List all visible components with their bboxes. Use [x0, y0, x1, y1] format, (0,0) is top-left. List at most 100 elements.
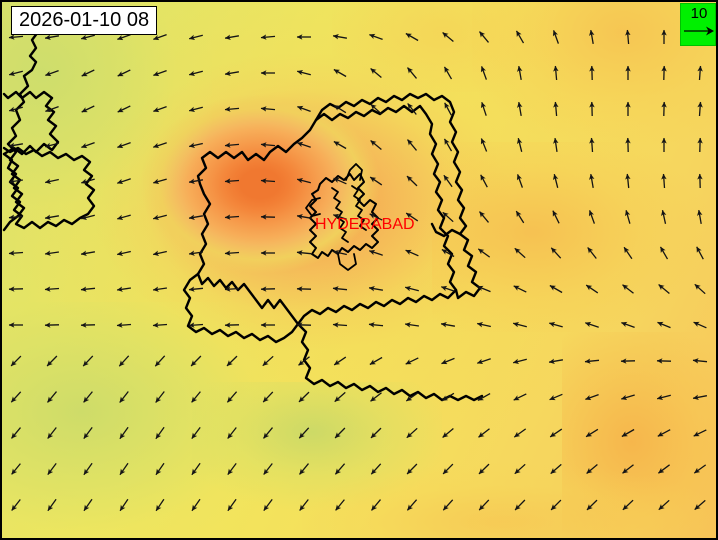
wind-vector-arrow — [404, 322, 419, 328]
wind-vector-arrow — [406, 463, 418, 475]
wind-vector-arrow — [369, 249, 383, 256]
wind-vector-arrow — [83, 462, 93, 476]
wind-vector-arrow — [624, 210, 631, 224]
wind-vector-arrow — [119, 462, 129, 476]
wind-vector-arrow — [296, 250, 312, 256]
wind-vector-arrow — [405, 357, 419, 365]
wind-vector-arrow — [152, 286, 167, 292]
wind-vector-arrow — [47, 463, 57, 475]
wind-vector-arrow — [298, 427, 310, 439]
wind-vector-arrow — [332, 322, 348, 328]
city-label-hyderabad: HYDERABAD — [315, 216, 415, 233]
wind-vector-arrow — [82, 355, 94, 367]
boundary-hyderabad-south-spur — [337, 253, 357, 271]
wind-vector-arrow — [81, 105, 95, 113]
wind-vector-arrow — [333, 177, 347, 185]
timestamp-label: 2026-01-10 08 — [11, 6, 158, 35]
wind-vector-arrow — [45, 69, 59, 77]
wind-vector-arrow — [8, 178, 23, 184]
wind-vector-arrow — [513, 393, 527, 401]
boundary-central-district — [196, 104, 458, 326]
wind-vector-arrow — [479, 31, 489, 43]
wind-vector-arrow — [657, 429, 671, 437]
wind-vector-arrow — [585, 321, 599, 328]
wind-vector-arrow — [515, 30, 525, 44]
wind-vector-arrow — [370, 392, 382, 402]
wind-vector-arrow — [370, 140, 382, 150]
wind-vector-arrow — [406, 175, 418, 187]
wind-vector-arrow — [588, 210, 596, 224]
wind-vector-arrow — [549, 321, 563, 328]
wind-vector-arrow — [586, 499, 598, 511]
wind-vector-arrow — [516, 174, 524, 188]
wind-vector-arrow — [406, 499, 418, 511]
wind-vector-arrow — [661, 209, 667, 224]
wind-vector-arrow — [260, 142, 276, 148]
wind-vector-arrow — [480, 138, 488, 152]
wind-vector-arrow — [260, 106, 276, 112]
wind-vector-arrow — [299, 499, 309, 511]
wind-vector-arrow — [153, 142, 167, 149]
wind-vector-arrow — [296, 177, 311, 184]
wind-vector-arrow — [116, 286, 131, 292]
wind-vector-arrow — [658, 499, 670, 511]
wind-vector-arrow — [442, 428, 454, 438]
wind-vector-arrow — [44, 142, 59, 149]
wind-vector-arrow — [477, 248, 491, 258]
wind-vector-arrow — [622, 499, 634, 511]
wind-vector-arrow — [191, 462, 201, 476]
wind-vector-arrow — [405, 32, 419, 42]
wind-vector-arrow — [8, 250, 24, 256]
wind-vector-arrow — [550, 499, 562, 511]
wind-vector-arrow — [514, 463, 526, 475]
wind-vector-arrow — [119, 426, 129, 440]
wind-vector-arrow — [191, 427, 201, 439]
wind-vector-arrow — [155, 426, 165, 440]
wind-vector-arrow — [692, 394, 708, 400]
wind-vector-arrow — [441, 392, 455, 402]
wind-vector-arrow — [621, 394, 635, 401]
wind-vector-arrow — [442, 499, 454, 511]
wind-vector-arrow — [333, 213, 347, 220]
wind-vector-arrow — [152, 214, 167, 221]
wind-vector-arrow — [370, 463, 382, 475]
wind-vector-arrow — [224, 70, 240, 76]
wind-vector-arrow — [478, 428, 490, 438]
wind-vector-arrow — [553, 65, 559, 81]
wind-vector-arrow — [333, 356, 347, 366]
wind-vector-arrow — [117, 214, 131, 221]
wind-vector-arrow — [190, 355, 202, 367]
wind-vector-arrow — [260, 34, 276, 40]
wind-vector-arrow — [297, 141, 311, 148]
wind-vector-arrow — [476, 322, 491, 328]
wind-vector-arrow — [552, 173, 559, 188]
wind-vector-arrow — [442, 463, 454, 475]
wind-vector-arrow — [477, 393, 491, 401]
wind-vector-arrow — [585, 428, 599, 438]
wind-vector-arrow — [589, 137, 595, 153]
wind-vector-arrow — [296, 214, 312, 220]
wind-vector-arrow — [657, 321, 671, 329]
wind-vector-arrow — [44, 250, 59, 256]
wind-vector-arrow — [623, 246, 633, 260]
arrow-right-icon — [684, 26, 714, 36]
wind-vector-arrow — [587, 247, 597, 259]
wind-vector-arrow — [405, 392, 419, 402]
wind-vector-arrow — [549, 284, 563, 294]
wind-vector-arrow — [117, 69, 131, 77]
wind-vector-arrow — [589, 29, 595, 45]
wind-vector-arrow — [517, 101, 523, 117]
wind-vector-arrow — [621, 321, 635, 329]
wind-vector-arrow — [478, 499, 490, 511]
wind-vector-arrow — [586, 464, 598, 474]
wind-vector-arrow — [371, 499, 381, 511]
wind-vector-arrow — [263, 499, 273, 511]
wind-vector-arrow — [117, 105, 131, 113]
wind-vector-arrow — [334, 463, 346, 475]
wind-vector-arrow — [694, 499, 706, 511]
wind-vector-arrow — [44, 178, 59, 184]
wind-vector-arrow — [116, 250, 131, 256]
